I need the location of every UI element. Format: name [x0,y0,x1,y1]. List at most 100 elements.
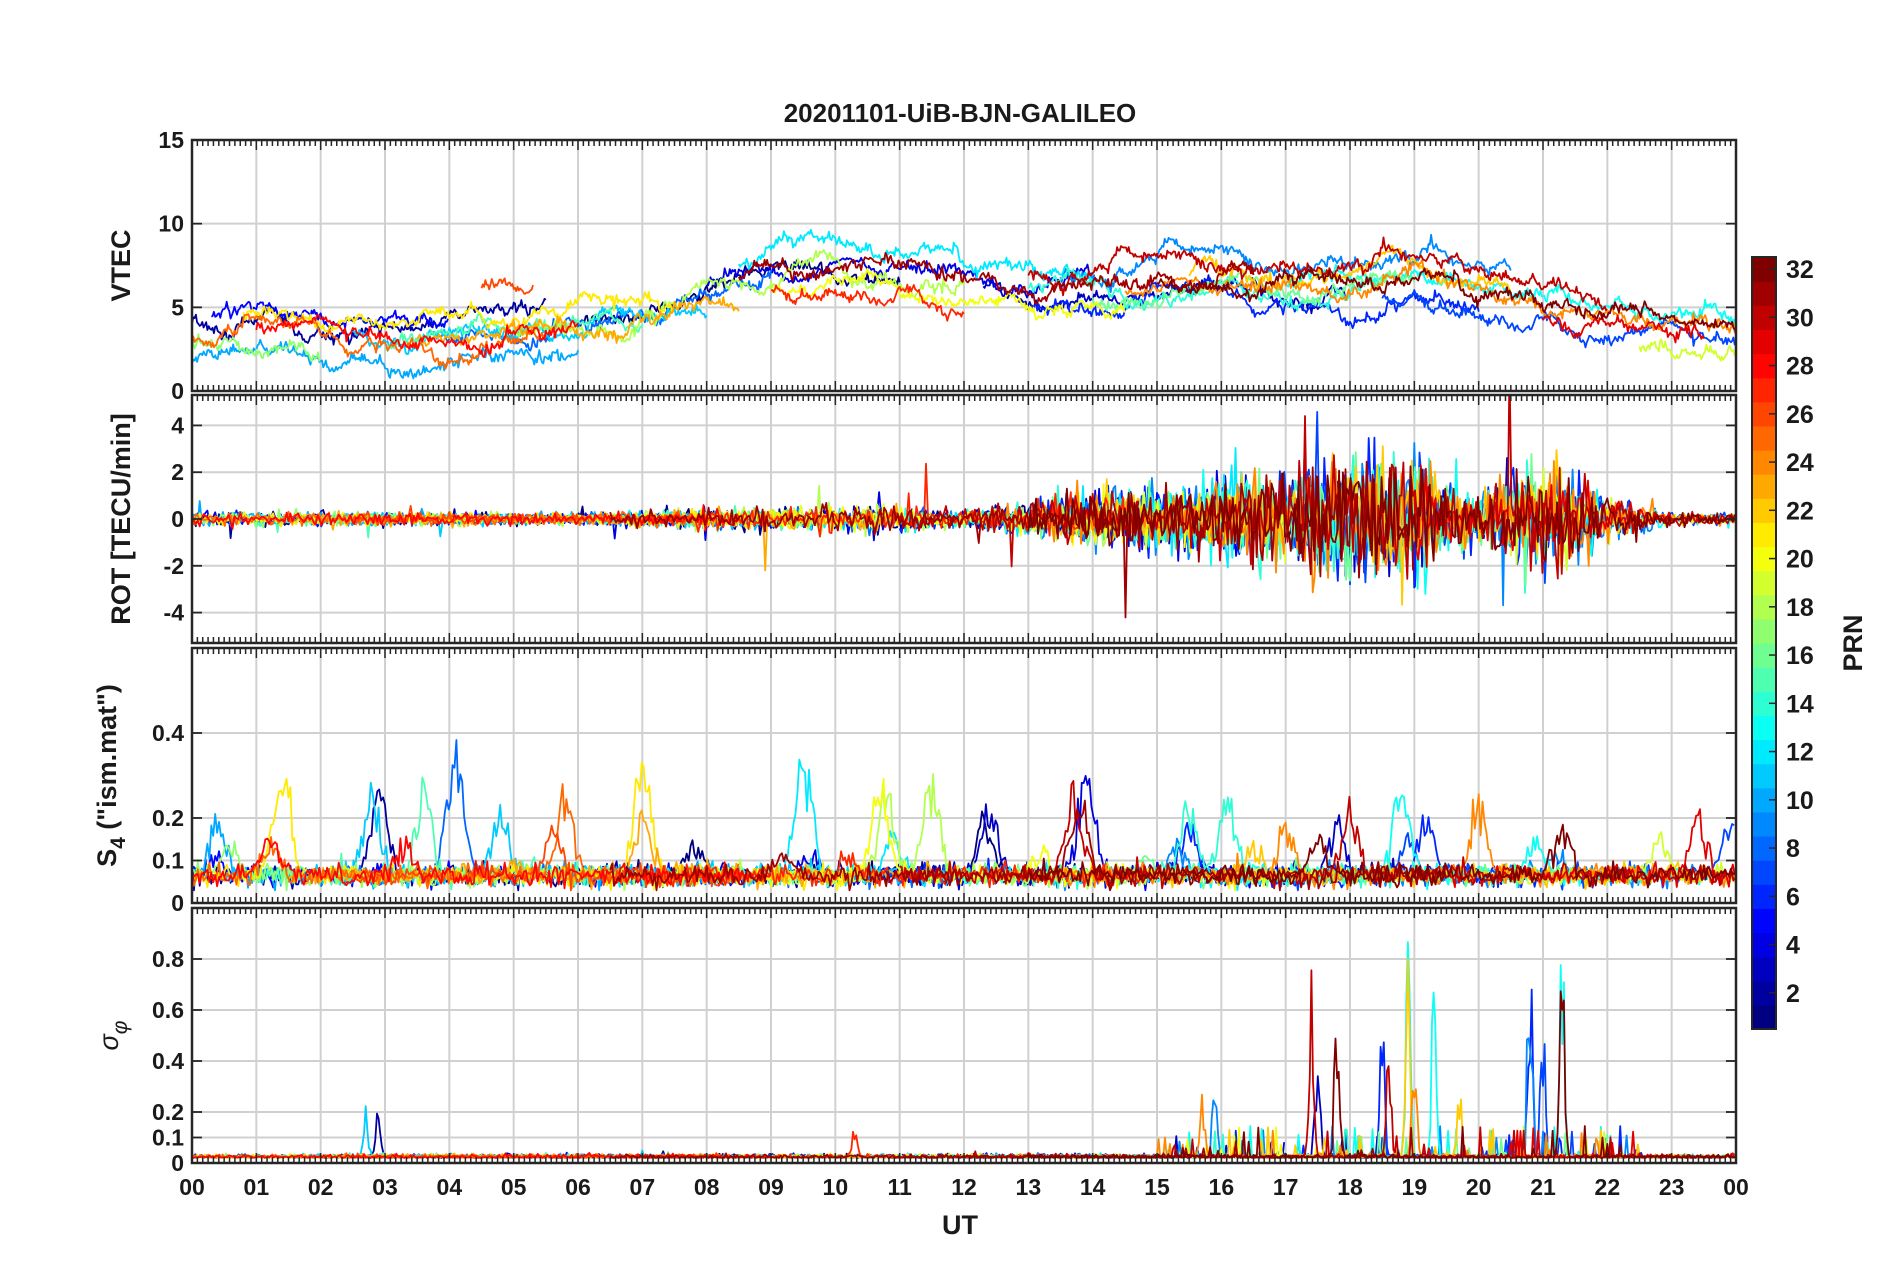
x-tick-label: 05 [501,1174,527,1200]
y-tick-label: 0 [171,890,184,916]
colorbar-tick-label: 14 [1786,690,1814,718]
colorbar-swatch [1752,667,1776,692]
colorbar-swatch [1752,860,1776,885]
x-tick-label: 02 [308,1174,334,1200]
colorbar-swatch [1752,522,1776,548]
series-prn-7 [1381,289,1736,349]
x-tick-label: 19 [1402,1174,1428,1200]
colorbar-swatch [1752,281,1776,306]
panel-s4: 0 0.1 0.2 0.4 S4 ("ism.mat") [92,646,1738,916]
colorbar-tick-label: 24 [1786,449,1814,477]
y-tick-label: 0 [171,1150,184,1176]
x-tick-label: 00 [1723,1174,1749,1200]
y-tick-label: 0.1 [152,1125,184,1151]
series-group-s4 [192,739,1736,892]
series-prn-1 [577,259,901,327]
colorbar-swatch [1752,811,1776,837]
series-prn-25 [192,313,547,370]
series-prn-32 [1027,990,1736,1159]
x-tick-label: 22 [1595,1174,1621,1200]
series-prn-32 [1156,266,1736,333]
x-tick-label: 13 [1016,1174,1042,1200]
colorbar-tick-label: 10 [1786,787,1814,815]
series-group-rot [192,395,1736,619]
x-tick-label: 18 [1337,1174,1363,1200]
x-tick-label: 14 [1080,1174,1106,1200]
x-axis-label: UT [942,1210,978,1240]
colorbar-frame [1751,256,1777,1030]
series-prn-28 [255,314,579,359]
colorbar-swatch [1752,1004,1776,1030]
x-tick-label: 09 [758,1174,784,1200]
colorbar-swatch [1752,908,1776,934]
y-tick-label: 2 [171,459,184,485]
series-prn-30 [1027,236,1608,312]
panel-sigma_phi: 00.10.2 0.4 0.6 0.8 σφ 00 01 02 03 04 05 06 07 08 09 10… [94,906,1749,1200]
y-tick-label: 0 [171,506,184,532]
x-tick-label: 10 [823,1174,849,1200]
x-tick-label: 03 [372,1174,398,1200]
colorbar-swatch [1752,763,1776,789]
colorbar-tick-label: 12 [1786,739,1814,767]
series-prn-26 [351,824,726,892]
colorbar-tick-label: 22 [1786,497,1814,525]
series-prn-26 [351,504,693,526]
y-tick-label: 0.4 [152,720,184,746]
x-tick-label: 06 [565,1174,591,1200]
series-prn-32 [1027,465,1736,566]
y-axis-label: σφ [94,1020,132,1050]
series-group-vtec [192,228,1736,380]
y-tick-label: 0.6 [152,997,184,1023]
series-prn-12 [737,228,1094,284]
colorbar-tick-label: 28 [1786,353,1814,381]
colorbar-tick-label: 8 [1786,835,1800,863]
y-tick-label: 15 [158,127,184,153]
series-prn-21 [242,290,676,333]
colorbar-tick-label: 16 [1786,642,1814,670]
series-prn-29 [1413,808,1736,889]
x-tick-label: 08 [694,1174,720,1200]
y-tick-label: 0.8 [152,946,184,972]
colorbar-swatch [1752,618,1776,644]
colorbar-tick-label: 26 [1786,401,1814,429]
y-tick-label: 0 [171,378,184,404]
colorbar-swatch [1752,329,1776,355]
y-axis-label: VTEC [106,229,136,301]
x-tick-label: 11 [888,1174,913,1200]
x-tick-label: 20 [1466,1174,1492,1200]
y-axis-label: S4 ("ism.mat") [92,684,130,867]
y-tick-label: 10 [158,211,184,237]
series-prn-19 [1638,338,1736,362]
colorbar-tick-label: 30 [1786,304,1814,332]
panel-rot: -4 -2 0 2 4 ROT [TECU/min] [106,393,1738,645]
series-prn-14 [1027,266,1383,312]
colorbar-label: PRN [1838,614,1868,671]
series-prn-29 [1542,314,1705,344]
x-tick-label: 01 [244,1174,270,1200]
colorbar-swatch [1752,956,1776,982]
y-tick-label: 5 [171,294,184,320]
x-tick-label: 04 [437,1174,463,1200]
y-axis-label: ROT [TECU/min] [106,413,136,624]
colorbar-tick-label: 18 [1786,594,1814,622]
x-tick-label: 00 [179,1174,205,1200]
y-tick-label: -4 [164,600,185,626]
x-tick-label: 12 [951,1174,977,1200]
x-tick-label: 23 [1659,1174,1685,1200]
series-prn-8 [436,270,772,352]
y-tick-label: -2 [164,553,184,579]
colorbar-swatch [1752,474,1776,499]
colorbar-tick-label: 4 [1786,932,1800,960]
colorbar-tick-label: 6 [1786,883,1800,911]
y-tick-label: 0.2 [152,805,184,831]
x-tick-label: 21 [1530,1174,1556,1200]
x-tick-label: 07 [630,1174,656,1200]
x-tick-label: 16 [1209,1174,1235,1200]
series-prn-23 [416,295,740,347]
series-prn-27 [770,283,965,322]
series-prn-15 [384,306,644,352]
colorbar-tick-label: 20 [1786,546,1814,574]
